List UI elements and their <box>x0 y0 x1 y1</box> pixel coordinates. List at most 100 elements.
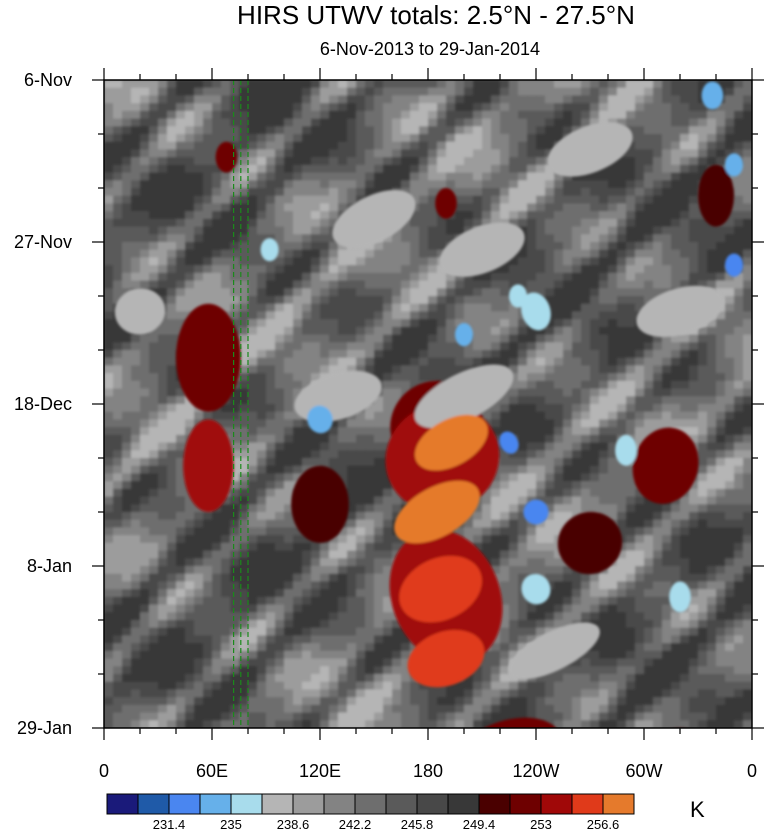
heatmap-cell <box>383 373 393 382</box>
heatmap-cell <box>491 473 501 482</box>
heatmap-cell <box>158 380 168 390</box>
heatmap-cell <box>311 596 321 606</box>
heatmap-cell <box>275 427 285 436</box>
heatmap-cell <box>284 465 294 475</box>
heatmap-cell <box>239 296 249 305</box>
heatmap-cell <box>140 188 150 197</box>
heatmap-cell <box>527 234 537 243</box>
heatmap-cell <box>644 496 654 505</box>
heatmap-cell <box>338 566 348 575</box>
heatmap-cell <box>311 581 321 590</box>
heatmap-cell <box>590 242 600 251</box>
heatmap-cell <box>329 342 339 351</box>
heatmap-cell <box>356 535 366 544</box>
heatmap-cell <box>356 110 366 120</box>
heatmap-cell <box>563 118 573 127</box>
heatmap-cell <box>239 180 249 189</box>
heatmap-cell <box>167 527 177 536</box>
heatmap-cell <box>590 203 600 212</box>
heatmap-cell <box>329 164 339 174</box>
heatmap-cell <box>158 326 168 336</box>
heatmap-cell <box>140 373 150 382</box>
heatmap-cell <box>239 118 249 127</box>
heatmap-cell <box>662 419 672 428</box>
heatmap-cell <box>275 604 285 613</box>
heatmap-cell <box>302 419 312 428</box>
heatmap-cell <box>239 434 249 444</box>
heatmap-cell <box>644 195 654 205</box>
heatmap-cell <box>698 434 708 444</box>
heatmap-cell <box>680 80 690 89</box>
heatmap-cell <box>122 496 132 505</box>
heatmap-cell <box>716 242 726 251</box>
heatmap-cell <box>743 195 752 205</box>
heatmap-cell <box>104 164 114 174</box>
heatmap-cell <box>212 604 222 613</box>
heatmap-cell <box>743 388 752 397</box>
heatmap-cell <box>302 350 312 359</box>
heatmap-cell <box>158 242 168 251</box>
heatmap-cell <box>401 242 411 251</box>
heatmap-cell <box>518 149 528 158</box>
heatmap-cell <box>167 380 177 390</box>
heatmap-cell <box>320 357 330 367</box>
heatmap-cell <box>149 350 159 359</box>
heatmap-cell <box>158 481 168 490</box>
heatmap-cell <box>374 350 384 359</box>
heatmap-cell <box>158 473 168 482</box>
heatmap-cell <box>554 419 564 428</box>
heatmap-cell <box>248 442 258 451</box>
heatmap-cell <box>653 396 663 405</box>
heatmap-cell <box>680 141 690 151</box>
heatmap-cell <box>635 342 645 351</box>
heatmap-cell <box>482 342 492 351</box>
heatmap-cell <box>311 589 321 598</box>
heatmap-cell <box>239 234 249 243</box>
heatmap-cell <box>716 373 726 382</box>
heatmap-cell <box>338 157 348 166</box>
heatmap-cell <box>545 288 555 297</box>
heatmap-cell <box>266 195 276 205</box>
heatmap-cell <box>374 188 384 197</box>
heatmap-cell <box>698 365 708 374</box>
heatmap-cell <box>401 350 411 359</box>
heatmap-cell <box>293 581 303 590</box>
heatmap-cell <box>149 566 159 575</box>
heatmap-cell <box>311 350 321 359</box>
heatmap-cell <box>374 566 384 575</box>
heatmap-cell <box>518 226 528 235</box>
heatmap-cell <box>248 581 258 590</box>
heatmap-cell <box>707 450 717 459</box>
heatmap-cell <box>680 427 690 436</box>
heatmap-cell <box>329 573 339 583</box>
heatmap-cell <box>392 134 402 143</box>
heatmap-cell <box>347 172 357 181</box>
heatmap-cell <box>347 488 357 498</box>
heatmap-cell <box>572 280 582 289</box>
heatmap-cell <box>167 427 177 436</box>
heatmap-cell <box>347 512 357 521</box>
heatmap-cell <box>491 180 501 189</box>
heatmap-cell <box>473 172 483 181</box>
heatmap-cell <box>725 596 735 606</box>
heatmap-cell <box>257 141 267 151</box>
heatmap-cell <box>230 573 240 583</box>
heatmap-cell <box>527 242 537 251</box>
heatmap-cell <box>122 380 132 390</box>
heatmap-cell <box>113 350 123 359</box>
heatmap-cell <box>581 465 591 475</box>
heatmap-cell <box>149 141 159 151</box>
heatmap-cell <box>248 465 258 475</box>
heatmap-cell <box>671 419 681 428</box>
heatmap-cell <box>257 596 267 606</box>
heatmap-cell <box>374 527 384 536</box>
heatmap-cell <box>707 141 717 151</box>
heatmap-cell <box>176 249 186 259</box>
heatmap-cell <box>590 110 600 120</box>
heatmap-cell <box>743 380 752 390</box>
heatmap-cell <box>104 265 114 274</box>
heatmap-cell <box>608 211 618 220</box>
heatmap-cell <box>311 280 321 289</box>
heatmap-cell <box>293 272 303 282</box>
heatmap-cell <box>167 566 177 575</box>
